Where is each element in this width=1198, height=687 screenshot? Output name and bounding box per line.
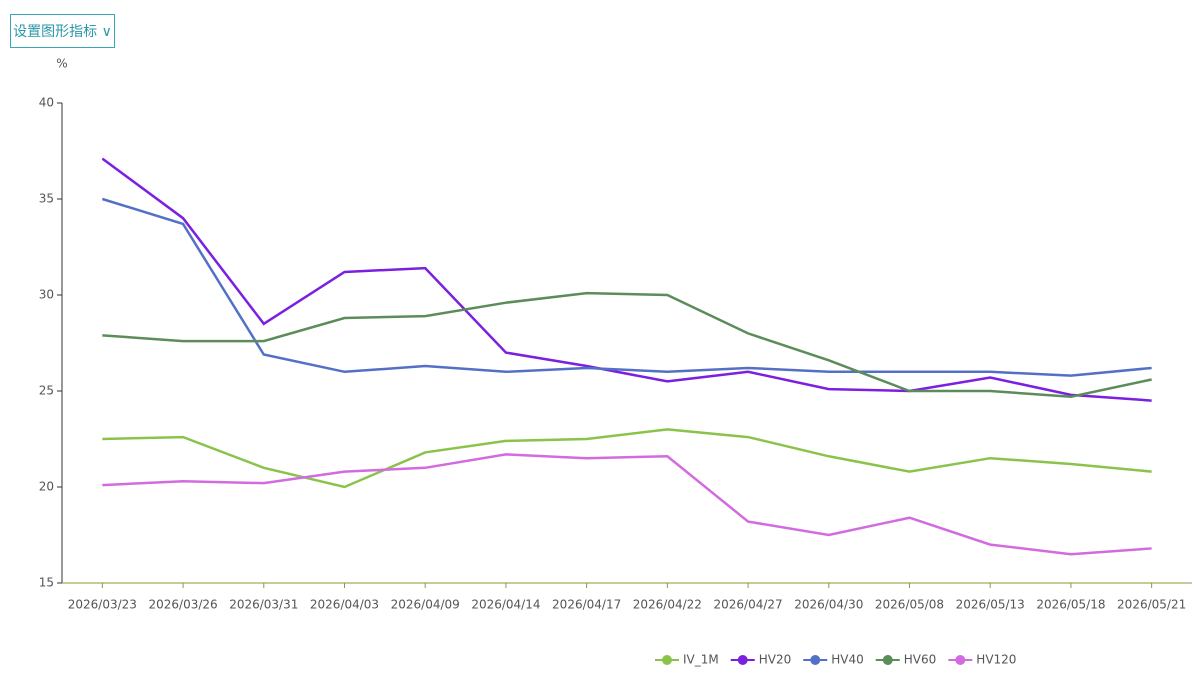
legend-label: IV_1M (683, 653, 719, 667)
y-unit: % (56, 57, 67, 71)
x-tick-label: 2026/03/26 (148, 598, 217, 612)
x-tick-label: 2026/04/22 (633, 598, 702, 612)
series-line (101, 197, 1152, 377)
indicator-button[interactable]: 设置图形指标 ∨ (10, 14, 115, 48)
y-tick-label: 15 (39, 576, 54, 590)
x-tick-label: 2026/05/18 (1036, 598, 1105, 612)
y-tick-label: 20 (39, 480, 54, 494)
x-tick-label: 2026/05/08 (875, 598, 944, 612)
x-tick-label: 2026/04/09 (391, 598, 460, 612)
legend-marker (662, 655, 672, 665)
y-tick-label: 25 (39, 384, 54, 398)
legend-label: HV60 (904, 653, 937, 667)
series-line (102, 428, 1152, 489)
x-tick-label: 2026/04/03 (310, 598, 379, 612)
legend-label: HV40 (831, 653, 864, 667)
x-tick-label: 2026/04/30 (794, 598, 863, 612)
x-tick-label: 2026/05/13 (956, 598, 1025, 612)
legend-label: HV120 (976, 653, 1016, 667)
series-line (101, 157, 1152, 402)
legend-marker (882, 655, 893, 665)
x-tick-label: 2026/04/17 (552, 598, 621, 612)
legend-marker (955, 655, 966, 665)
x-tick-label: 2026/04/14 (471, 598, 540, 612)
x-tick-label: 2026/04/27 (713, 598, 782, 612)
legend-marker (810, 655, 821, 665)
y-tick-label: 30 (39, 288, 54, 302)
x-tick-label: 2026/03/31 (229, 598, 298, 612)
x-tick-label: 2026/03/23 (68, 598, 137, 612)
x-tick-label: 2026/05/21 (1117, 598, 1186, 612)
legend-marker (737, 655, 748, 665)
y-tick-label: 35 (39, 192, 54, 206)
series-line (102, 453, 1152, 556)
series-line (102, 291, 1152, 399)
y-tick-label: 40 (39, 96, 54, 110)
legend-label: HV20 (759, 653, 792, 667)
